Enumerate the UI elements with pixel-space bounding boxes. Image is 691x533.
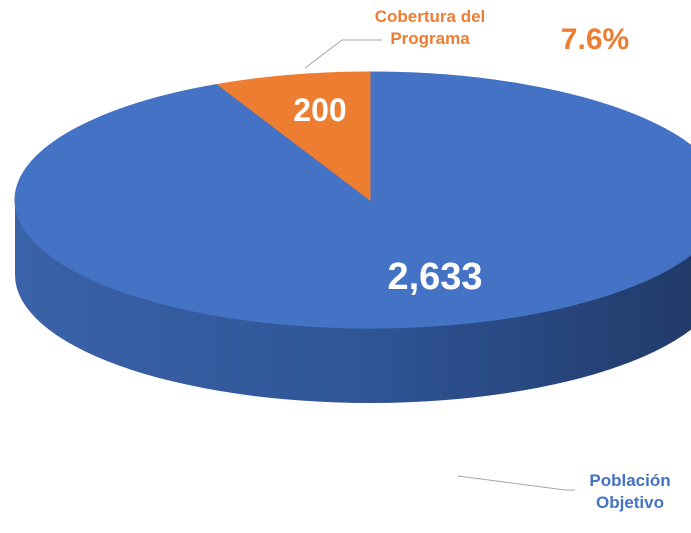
pie-slice — [14, 71, 691, 329]
data-label: 200 — [293, 92, 347, 128]
pie-slice — [216, 71, 371, 202]
annotation: 7.6% — [560, 23, 630, 56]
leader-line — [304, 39, 382, 69]
category-label: Población Objetivo — [589, 471, 671, 513]
data-label: 2,633 — [387, 256, 483, 298]
pie-side — [15, 200, 691, 403]
leader-line — [457, 475, 575, 491]
category-label: Cobertura del Programa — [374, 7, 486, 49]
